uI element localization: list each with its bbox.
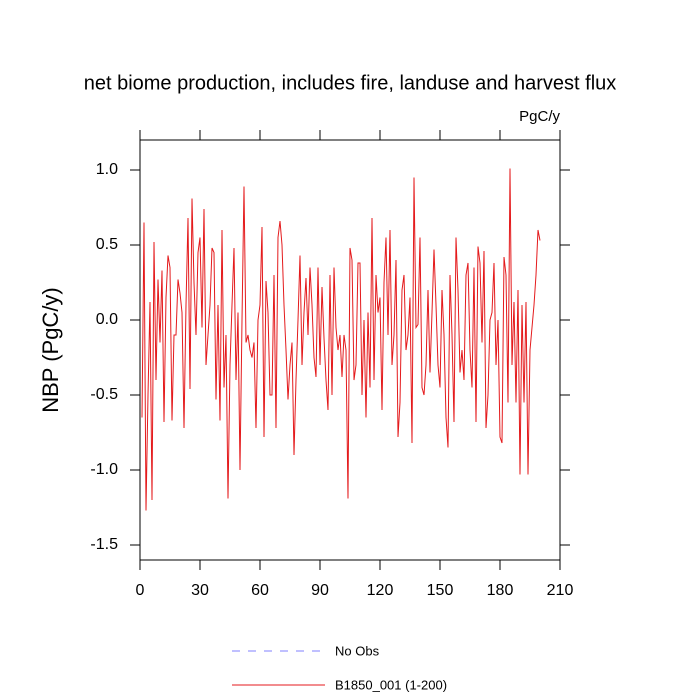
y-tick-label: 1.0 <box>96 161 118 178</box>
x-tick-label: 30 <box>191 582 209 599</box>
x-tick-label: 0 <box>136 582 145 599</box>
y-tick-label: -0.5 <box>90 386 118 403</box>
data-line <box>141 168 541 511</box>
x-tick-label: 120 <box>367 582 394 599</box>
legend-label: No Obs <box>335 643 380 658</box>
legend-label: B1850_001 (1-200) <box>335 677 447 692</box>
chart-title: net biome production, includes fire, lan… <box>84 72 617 94</box>
y-axis-label: NBP (PgC/y) <box>38 287 63 413</box>
plot-frame <box>139 139 561 561</box>
x-tick-label: 210 <box>547 582 574 599</box>
y-tick-label: -1.0 <box>90 461 118 478</box>
x-tick-label: 60 <box>251 582 269 599</box>
y-tick-label: 0.0 <box>96 311 118 328</box>
y-tick-label: 0.5 <box>96 236 118 253</box>
y-tick-label: -1.5 <box>90 536 118 553</box>
units-label: PgC/y <box>519 108 560 125</box>
x-tick-label: 150 <box>427 582 454 599</box>
x-tick-label: 90 <box>311 582 329 599</box>
x-tick-label: 180 <box>487 582 514 599</box>
